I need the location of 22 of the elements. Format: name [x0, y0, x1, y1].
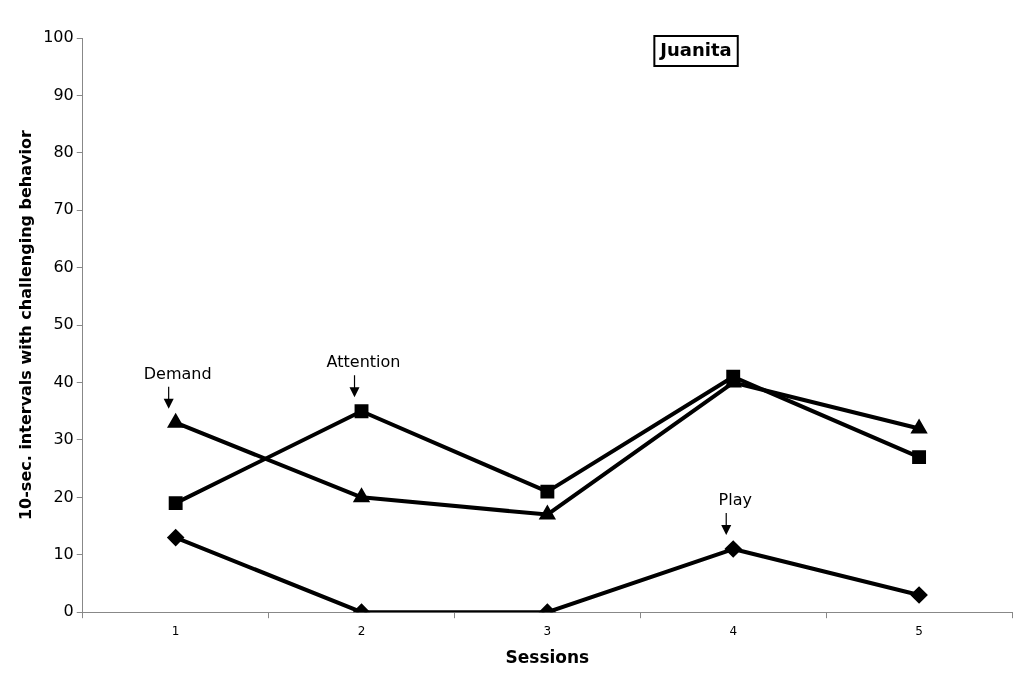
annotation: Demand — [143, 363, 212, 383]
x-tick-label: 2 — [357, 623, 366, 638]
y-tick-label: 60 — [53, 256, 74, 276]
y-tick-label: 100 — [43, 27, 74, 47]
x-axis-title: Sessions — [505, 647, 590, 668]
x-tick-label: 3 — [543, 623, 552, 638]
chart-title: Juanita — [658, 38, 732, 60]
y-tick-label: 0 — [63, 601, 74, 621]
y-tick-label: 80 — [53, 142, 74, 161]
y-tick-label: 90 — [53, 84, 74, 104]
annotation: Attention — [326, 352, 401, 372]
x-tick-label: 4 — [729, 623, 738, 638]
x-tick-label: 1 — [171, 623, 180, 638]
x-tick-label: 5 — [915, 623, 923, 638]
y-axis-title: 10-sec. intervals with challenging behavior — [15, 130, 35, 521]
y-tick-label: 70 — [53, 199, 74, 219]
y-tick-label: 40 — [53, 371, 74, 391]
annotation: Play — [718, 490, 752, 510]
y-tick-label: 30 — [53, 429, 74, 449]
y-tick-label: 50 — [53, 314, 74, 334]
y-tick-label: 20 — [53, 486, 74, 506]
y-tick-label: 10 — [53, 543, 74, 563]
